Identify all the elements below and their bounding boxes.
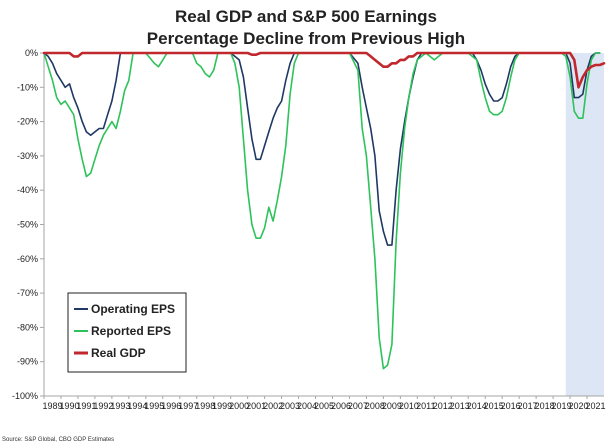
source-note: Source: S&P Global, CBO GDP Estimates bbox=[2, 437, 114, 443]
x-tick-label: 2014 bbox=[467, 401, 487, 411]
x-tick-label: 2001 bbox=[246, 401, 266, 411]
x-tick-label: 1989 bbox=[42, 401, 62, 411]
x-tick-label: 2013 bbox=[450, 401, 470, 411]
x-tick-label: 2009 bbox=[382, 401, 402, 411]
y-tick-label: -40% bbox=[17, 185, 38, 195]
y-tick-label: -70% bbox=[17, 288, 38, 298]
x-tick-label: 2011 bbox=[416, 401, 435, 411]
x-tick-label: 1998 bbox=[195, 401, 215, 411]
x-tick-label: 2010 bbox=[399, 401, 419, 411]
x-tick-label: 1990 bbox=[59, 401, 79, 411]
x-tick-label: 2008 bbox=[365, 401, 385, 411]
x-tick-label: 2015 bbox=[484, 401, 504, 411]
x-tick-label: 2012 bbox=[433, 401, 453, 411]
y-tick-label: -80% bbox=[17, 322, 38, 332]
x-tick-label: 2007 bbox=[348, 401, 368, 411]
chart-legend: Operating EPS Reported EPS Real GDP bbox=[67, 292, 187, 373]
x-tick-label: 2019 bbox=[552, 401, 572, 411]
x-tick-label: 2006 bbox=[331, 401, 351, 411]
y-tick-label: -30% bbox=[17, 151, 38, 161]
x-tick-label: 2004 bbox=[297, 401, 317, 411]
series-line-reported-eps bbox=[43, 52, 601, 370]
y-tick-label: -100% bbox=[12, 391, 38, 401]
y-tick-label: -90% bbox=[17, 357, 38, 367]
x-tick-label: 1995 bbox=[144, 401, 164, 411]
x-tick-label: 1996 bbox=[161, 401, 181, 411]
x-tick-label: 1994 bbox=[127, 401, 147, 411]
chart-subtitle: Percentage Decline from Previous High bbox=[147, 29, 465, 48]
x-tick-label: 2017 bbox=[518, 401, 538, 411]
x-tick-label: 2000 bbox=[229, 401, 249, 411]
x-tick-label: 1991 bbox=[76, 401, 96, 411]
shaded-region bbox=[565, 53, 604, 396]
y-tick-label: -10% bbox=[17, 82, 38, 92]
legend-label: Operating EPS bbox=[91, 302, 175, 316]
y-tick-label: -20% bbox=[17, 117, 38, 127]
x-tick-label: 2005 bbox=[314, 401, 334, 411]
y-tick-label: -60% bbox=[17, 254, 38, 264]
x-tick-label: 2002 bbox=[263, 401, 283, 411]
x-tick-label: 2016 bbox=[501, 401, 521, 411]
x-tick-label: 2020 bbox=[569, 401, 589, 411]
x-tick-label: 2003 bbox=[280, 401, 300, 411]
x-tick-label: 1997 bbox=[178, 401, 198, 411]
y-tick-label: -50% bbox=[17, 220, 38, 230]
chart-title: Real GDP and S&P 500 Earnings bbox=[175, 7, 437, 26]
legend-box bbox=[67, 292, 187, 373]
legend-label: Real GDP bbox=[91, 346, 146, 360]
x-tick-label: 2018 bbox=[535, 401, 555, 411]
y-tick-label: 0% bbox=[25, 48, 38, 58]
x-tick-label: 1993 bbox=[110, 401, 130, 411]
x-tick-label: 1992 bbox=[93, 401, 113, 411]
series-line-real-gdp bbox=[42, 51, 606, 89]
x-tick-label: 1999 bbox=[212, 401, 232, 411]
x-tick-label: 2021 bbox=[585, 401, 605, 411]
legend-label: Reported EPS bbox=[91, 324, 171, 338]
series-line-operating-eps bbox=[43, 52, 601, 246]
